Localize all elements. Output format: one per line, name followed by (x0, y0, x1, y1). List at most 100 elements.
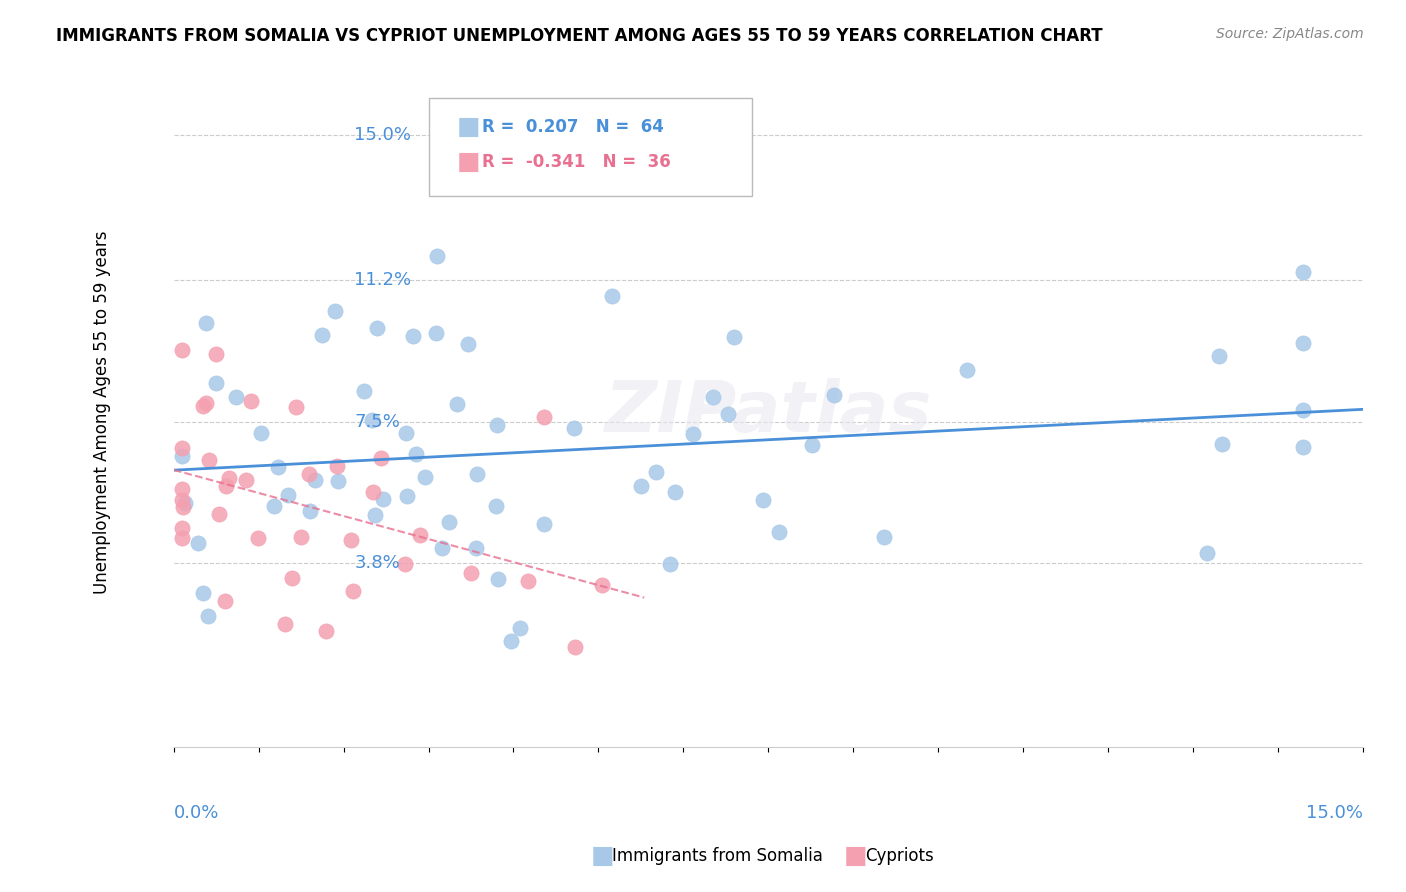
Point (247, 531, 270, 545)
Point (1292, 336, 1315, 351)
Point (658, 558, 681, 572)
Point (193, 585, 215, 599)
Text: 11.2%: 11.2% (354, 271, 412, 289)
Point (323, 303, 346, 318)
Point (170, 449, 193, 463)
Text: ■: ■ (457, 151, 481, 174)
Point (801, 437, 824, 451)
Point (430, 541, 453, 555)
Point (485, 417, 508, 432)
Text: ZIPatlas: ZIPatlas (605, 377, 932, 447)
Point (240, 394, 263, 409)
Point (277, 488, 299, 502)
Point (486, 572, 509, 586)
Point (499, 634, 522, 648)
Point (170, 482, 193, 496)
Point (425, 326, 447, 340)
Text: Cypriots: Cypriots (865, 847, 934, 865)
Point (170, 343, 193, 357)
Point (205, 376, 228, 390)
Point (752, 492, 775, 507)
Point (533, 410, 555, 425)
Point (208, 508, 231, 522)
Point (371, 491, 394, 506)
Point (326, 458, 349, 473)
Point (186, 536, 208, 550)
Text: ■: ■ (844, 845, 868, 868)
Text: Source: ZipAtlas.com: Source: ZipAtlas.com (1216, 27, 1364, 41)
Point (516, 574, 538, 589)
Point (215, 478, 238, 492)
Point (460, 566, 482, 580)
Text: R =  -0.341   N =  36: R = -0.341 N = 36 (482, 153, 671, 171)
Point (1211, 436, 1233, 450)
Point (195, 316, 218, 330)
Point (405, 447, 427, 461)
Point (402, 328, 425, 343)
Point (702, 390, 724, 404)
Text: Unemployment Among Ages 55 to 59 years: Unemployment Among Ages 55 to 59 years (93, 230, 111, 594)
Point (342, 584, 364, 599)
Point (172, 500, 194, 515)
Point (630, 479, 652, 493)
Point (956, 363, 979, 377)
Point (205, 347, 228, 361)
Point (465, 467, 488, 482)
Point (394, 558, 416, 572)
Point (564, 640, 586, 654)
Point (644, 465, 666, 479)
Point (602, 288, 624, 302)
Text: R =  0.207   N =  64: R = 0.207 N = 64 (482, 118, 664, 136)
Point (191, 399, 214, 413)
Point (1208, 349, 1230, 363)
Text: 7.5%: 7.5% (354, 413, 401, 431)
Point (299, 504, 322, 518)
Point (457, 337, 479, 351)
Point (768, 524, 790, 539)
Text: ■: ■ (457, 115, 481, 138)
Point (326, 474, 349, 488)
Text: 3.8%: 3.8% (354, 554, 401, 572)
Point (281, 571, 304, 585)
Point (197, 609, 219, 624)
Point (218, 471, 240, 485)
Point (225, 390, 247, 404)
Point (263, 499, 285, 513)
Point (1292, 440, 1315, 454)
Point (464, 541, 486, 556)
Point (409, 528, 432, 542)
Point (249, 426, 271, 441)
Text: ■: ■ (591, 845, 614, 868)
Point (682, 427, 704, 442)
Point (235, 473, 257, 487)
Point (170, 441, 193, 455)
Point (315, 624, 337, 638)
Point (340, 533, 363, 547)
Point (364, 508, 387, 523)
Point (370, 450, 392, 465)
Point (353, 384, 375, 398)
Point (298, 467, 321, 481)
Point (562, 420, 585, 434)
Point (426, 249, 449, 263)
Point (1292, 264, 1315, 278)
Text: IMMIGRANTS FROM SOMALIA VS CYPRIOT UNEMPLOYMENT AMONG AGES 55 TO 59 YEARS CORREL: IMMIGRANTS FROM SOMALIA VS CYPRIOT UNEMP… (56, 27, 1102, 45)
Point (361, 485, 384, 500)
Point (170, 531, 193, 545)
Point (873, 530, 896, 544)
Text: Immigrants from Somalia: Immigrants from Somalia (612, 847, 823, 865)
Point (173, 496, 195, 510)
Point (198, 453, 221, 467)
Point (413, 470, 436, 484)
Point (823, 388, 845, 402)
Point (1195, 546, 1218, 560)
Point (304, 474, 326, 488)
Point (267, 460, 290, 475)
Point (366, 321, 388, 335)
Point (395, 425, 418, 440)
Point (717, 407, 740, 421)
Point (591, 578, 613, 592)
Point (214, 594, 236, 608)
Point (509, 621, 531, 635)
Text: 15.0%: 15.0% (1306, 804, 1362, 822)
